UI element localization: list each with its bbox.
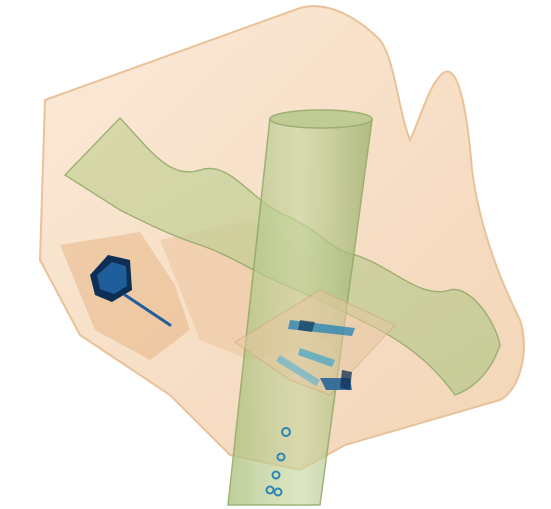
small-rings-chain [265,427,291,497]
small-device-with-cable [90,255,172,327]
tray-with-tools [233,289,397,396]
